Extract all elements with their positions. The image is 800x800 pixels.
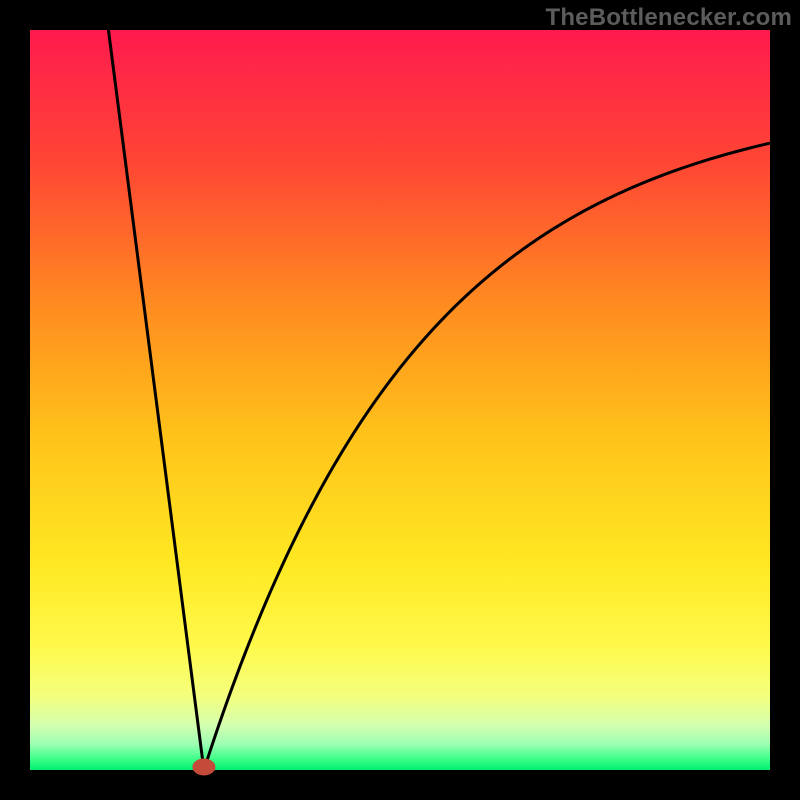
heat-gradient — [30, 30, 770, 770]
bottleneck-curve-chart — [0, 0, 800, 800]
chart-stage: TheBottlenecker.com — [0, 0, 800, 800]
optimal-point-marker — [193, 759, 215, 775]
watermark-text: TheBottlenecker.com — [545, 4, 792, 32]
